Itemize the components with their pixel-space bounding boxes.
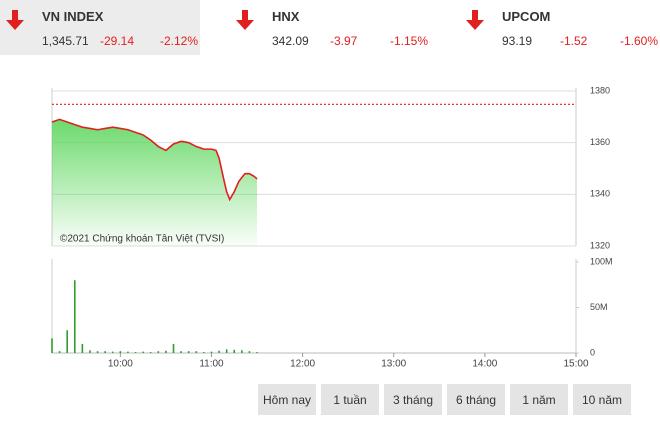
volume-bar bbox=[187, 351, 190, 353]
volume-bar bbox=[172, 343, 175, 353]
volume-bar bbox=[51, 338, 53, 353]
volume-bar bbox=[104, 351, 106, 353]
down-arrow bbox=[6, 10, 24, 30]
index-value: 342.09 bbox=[272, 34, 309, 48]
x-tick-label: 11:00 bbox=[199, 359, 224, 370]
volume-bar bbox=[58, 351, 61, 353]
volume-bar bbox=[233, 349, 236, 353]
index-change: -29.14 bbox=[100, 34, 135, 48]
volume-bar bbox=[195, 351, 198, 353]
index-change: -3.97 bbox=[330, 34, 358, 48]
volume-bar bbox=[73, 280, 76, 353]
volume-bar bbox=[66, 330, 68, 353]
volume-bar bbox=[96, 351, 99, 353]
range-button[interactable]: Hôm nay bbox=[258, 384, 316, 415]
price-line bbox=[51, 118, 258, 202]
index-name: HNX bbox=[272, 9, 300, 24]
volume-bar bbox=[165, 350, 167, 353]
index-panel[interactable]: HNX 342.09 -3.97 -1.15% bbox=[230, 0, 455, 55]
x-tick-label: 13:00 bbox=[381, 359, 406, 370]
volume-bar bbox=[111, 351, 114, 353]
x-tick-label: 10:00 bbox=[108, 359, 133, 370]
volume-bar bbox=[157, 351, 160, 353]
y-tick-label: 0 bbox=[590, 347, 595, 357]
volume-bar bbox=[134, 352, 137, 353]
index-change: -1.52 bbox=[560, 34, 588, 48]
y-tick-label: 100M bbox=[590, 256, 613, 266]
volume-bar bbox=[218, 350, 220, 353]
index-percent: -2.12% bbox=[160, 34, 199, 48]
index-value: 93.19 bbox=[502, 34, 533, 48]
y-tick-label: 1340 bbox=[590, 189, 610, 199]
y-tick-label: 1380 bbox=[590, 85, 610, 95]
y-tick-label: 1360 bbox=[590, 137, 610, 147]
volume-bar bbox=[210, 351, 213, 353]
range-button[interactable]: 6 tháng bbox=[447, 384, 505, 415]
index-value: 1,345.71 bbox=[42, 34, 89, 48]
copyright: ©2021 Chứng khoán Tân Việt (TVSI) bbox=[60, 234, 224, 245]
volume-bar bbox=[119, 351, 122, 353]
range-button[interactable]: 10 năm bbox=[573, 384, 631, 415]
x-tick-label: 12:00 bbox=[290, 359, 315, 370]
volume-bar bbox=[149, 352, 152, 353]
x-tick-label: 14:00 bbox=[472, 359, 497, 370]
down-arrow bbox=[236, 10, 254, 30]
index-panel[interactable]: VN INDEX 1,345.71 -29.14 -2.12% bbox=[0, 0, 200, 55]
volume-bar bbox=[81, 343, 84, 353]
volume-bar bbox=[127, 351, 129, 353]
y-tick-label: 50M bbox=[590, 302, 608, 312]
range-button[interactable]: 3 tháng bbox=[384, 384, 442, 415]
index-name: UPCOM bbox=[502, 9, 551, 24]
volume-bar bbox=[203, 352, 205, 353]
volume-bar bbox=[225, 349, 228, 353]
volume-bar bbox=[142, 351, 144, 353]
chart: 1320 1340 1360 1380 ©2021 Chứng khoán Tân Vi… bbox=[51, 85, 613, 370]
volume-bar bbox=[89, 350, 91, 353]
volume-bar bbox=[241, 350, 243, 353]
volume-bar bbox=[256, 352, 258, 353]
y-tick-label: 1320 bbox=[590, 240, 610, 250]
down-arrow bbox=[466, 10, 484, 30]
index-panel[interactable]: UPCOM 93.19 -1.52 -1.60% bbox=[460, 0, 660, 55]
x-tick-label: 15:00 bbox=[563, 359, 588, 370]
index-percent: -1.15% bbox=[390, 34, 429, 48]
index-name: VN INDEX bbox=[42, 9, 104, 24]
range-button[interactable]: 1 tuần bbox=[321, 384, 379, 415]
index-percent: -1.60% bbox=[620, 34, 659, 48]
volume-bar bbox=[180, 351, 182, 353]
area bbox=[52, 119, 258, 246]
range-button[interactable]: 1 năm bbox=[510, 384, 568, 415]
volume-bar bbox=[248, 351, 251, 353]
